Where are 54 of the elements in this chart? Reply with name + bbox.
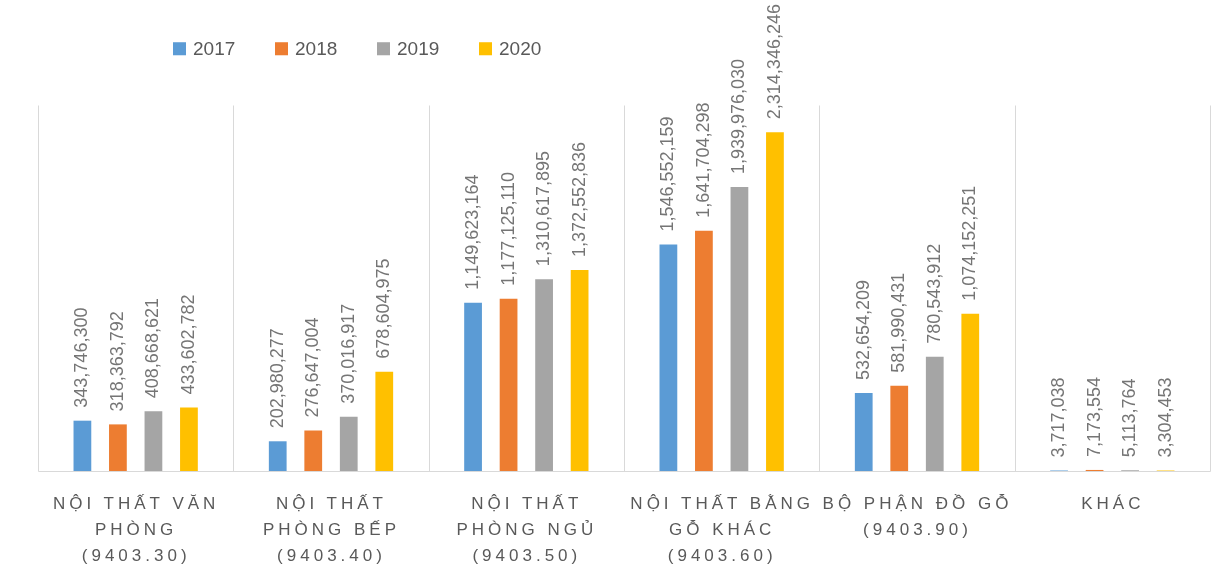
x-tick-label: NỘI THẤT VĂN PHÒNG (9403.30) (52, 493, 220, 565)
legend-label: 2018 (295, 37, 338, 59)
data-label: 5,113,764 (1119, 378, 1140, 458)
bar (570, 270, 589, 471)
bar (695, 230, 713, 471)
bar (535, 279, 553, 471)
legend-label: 2019 (397, 37, 440, 59)
data-label: 2,314,346,246 (763, 4, 784, 120)
x-tick-label: NỘI THẤT BẰNG GỖ KHÁC (9403.60) (630, 493, 814, 565)
data-label: 678,604,975 (373, 258, 394, 359)
bar (375, 371, 394, 471)
data-label: 1,149,623,164 (462, 174, 483, 290)
data-label: 408,668,621 (142, 298, 163, 399)
data-label: 1,939,976,030 (728, 58, 749, 174)
data-label: 370,016,917 (337, 303, 358, 404)
bar (268, 441, 287, 471)
data-label: 433,602,782 (177, 294, 198, 395)
bar (766, 132, 784, 471)
x-tick-label: NỘI THẤT PHÒNG BẾP (9403.40) (262, 493, 401, 565)
x-tick-label: KHÁC (1081, 493, 1145, 513)
bar (464, 302, 482, 471)
bar (730, 186, 749, 471)
data-label: 581,990,431 (888, 272, 909, 373)
bar (339, 416, 358, 471)
bar (499, 298, 518, 471)
data-label: 276,647,004 (302, 317, 323, 418)
bar (890, 385, 909, 471)
data-label: 1,641,704,298 (692, 102, 713, 218)
bar (961, 313, 980, 471)
bar (659, 244, 678, 471)
data-label: 1,546,552,159 (657, 116, 678, 232)
data-label: 532,654,209 (852, 279, 873, 381)
bar (144, 411, 163, 471)
data-label: 1,372,552,836 (568, 141, 589, 258)
data-label: 343,746,300 (71, 307, 92, 408)
data-label: 3,304,453 (1154, 377, 1175, 458)
bar (854, 393, 873, 471)
x-tick-label: NỘI THẤT PHÒNG NGỦ (9403.50) (456, 493, 598, 565)
data-label: 3,717,038 (1048, 377, 1069, 458)
data-label: 1,074,152,251 (959, 185, 980, 301)
data-label: 318,363,792 (106, 311, 127, 412)
bar (925, 356, 944, 471)
legend-label: 2017 (193, 37, 236, 59)
bar (109, 424, 127, 471)
data-label: 1,310,617,895 (533, 151, 554, 267)
data-label: 7,173,554 (1083, 376, 1104, 457)
data-label: 1,177,125,110 (497, 171, 518, 286)
data-label: 202,980,277 (266, 328, 287, 429)
bar (180, 407, 198, 471)
bar (73, 420, 92, 471)
x-tick-label: BỘ PHẬN ĐỒ GỖ (9403.90) (822, 493, 1013, 539)
bar (304, 430, 323, 471)
legend-label: 2020 (499, 37, 542, 59)
data-label: 780,543,912 (923, 243, 944, 344)
